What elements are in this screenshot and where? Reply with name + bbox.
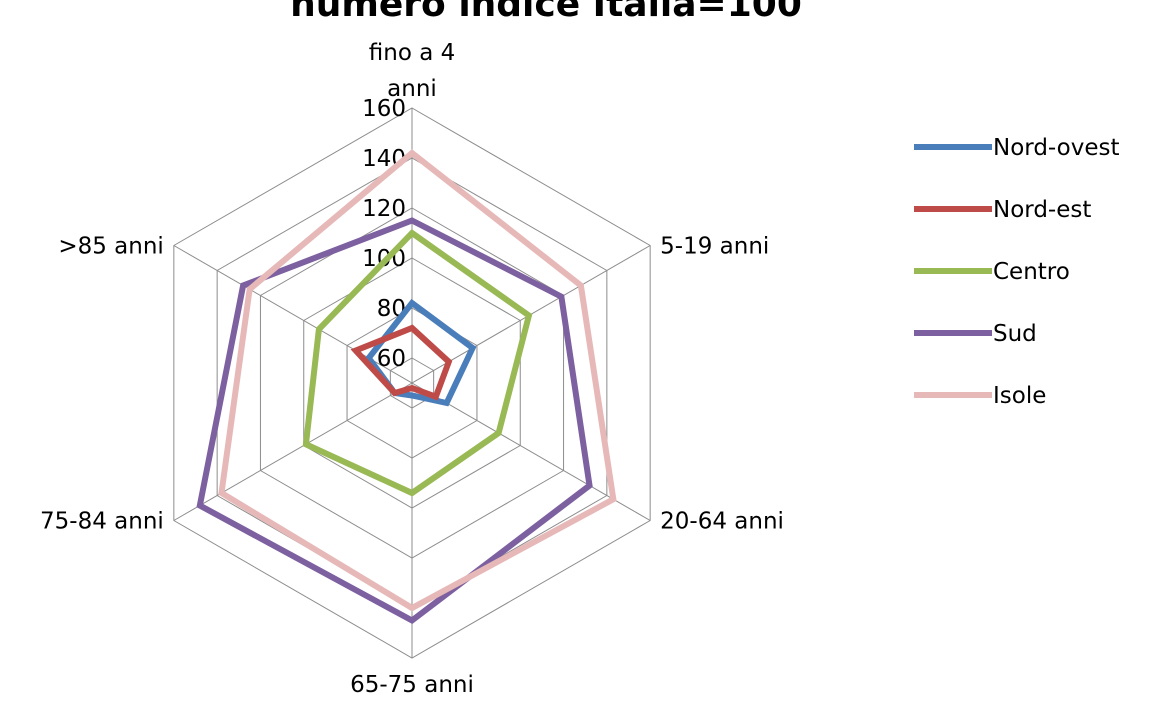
legend: Nord-ovest Nord-est Centro Sud Isole bbox=[914, 135, 1120, 409]
category-label: 5-19 anni bbox=[660, 234, 769, 260]
legend-label: Nord-ovest bbox=[993, 135, 1120, 161]
category-labels: fino a 4 anni 5-19 anni 20-64 anni 65-75 ann… bbox=[40, 40, 784, 698]
grid-spoke bbox=[173, 382, 413, 521]
legend-label: Centro bbox=[993, 259, 1070, 285]
series-line-isole bbox=[218, 149, 617, 612]
category-label: 20-64 anni bbox=[660, 509, 784, 535]
category-label: 65-75 anni bbox=[350, 672, 474, 698]
radial-tick-label: 160 bbox=[362, 96, 406, 122]
series-line-centro bbox=[302, 229, 533, 497]
series-line-sud bbox=[196, 217, 593, 625]
series-line-nord-est bbox=[350, 324, 453, 401]
category-label: fino a 4 bbox=[369, 40, 456, 66]
series-lines bbox=[196, 149, 617, 625]
legend-label: Sud bbox=[993, 321, 1037, 347]
radar-grid bbox=[173, 107, 651, 659]
category-label: >85 anni bbox=[58, 234, 164, 260]
radial-tick-label: 120 bbox=[362, 196, 406, 222]
category-label: 75-84 anni bbox=[40, 509, 164, 535]
chart-title: numero indice Italia=100 bbox=[290, 0, 802, 25]
legend-label: Isole bbox=[993, 383, 1046, 409]
radial-tick-label: 60 bbox=[377, 346, 406, 372]
category-label: anni bbox=[387, 76, 437, 102]
series-line-nord-ovest bbox=[364, 298, 477, 407]
legend-label: Nord-est bbox=[993, 197, 1091, 223]
radial-tick-label: 140 bbox=[362, 146, 406, 172]
